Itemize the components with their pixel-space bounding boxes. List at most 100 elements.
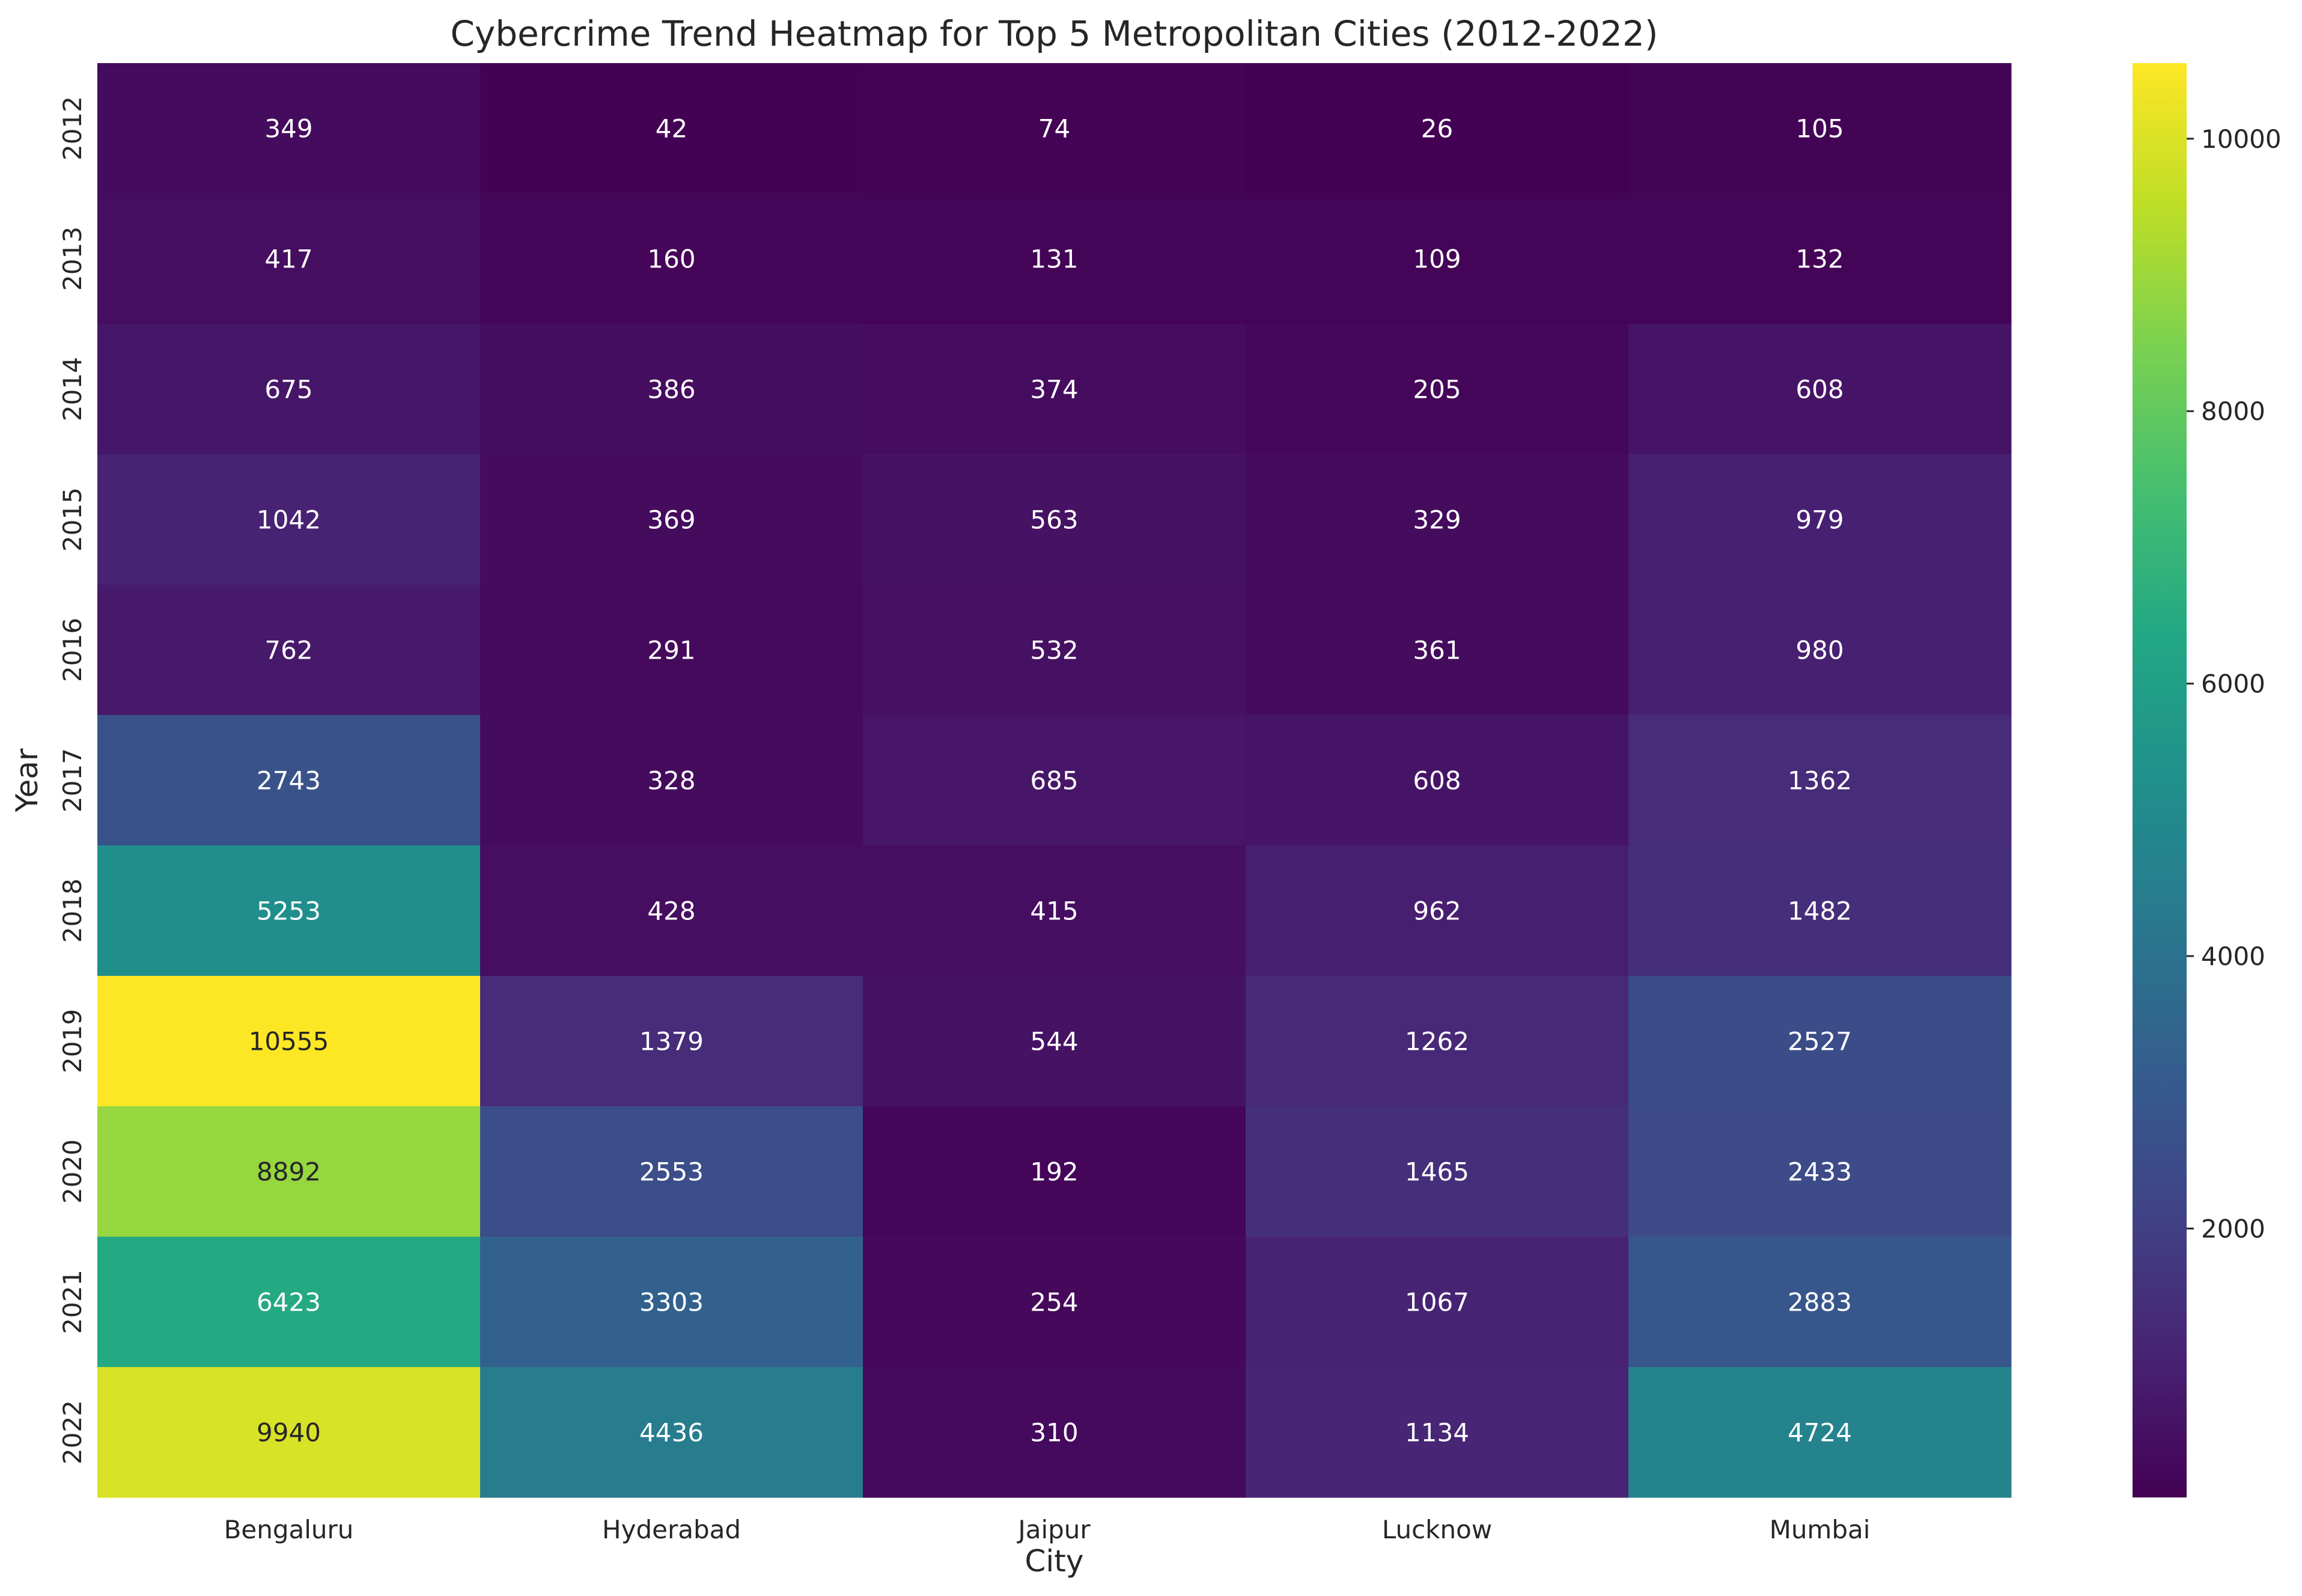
- cell-value-label: 42: [656, 114, 687, 144]
- cell-value-label: 109: [1413, 245, 1461, 274]
- cell-value-label: 762: [264, 636, 312, 665]
- heatmap-cell: [480, 976, 863, 1107]
- heatmap-cell: [1246, 324, 1629, 455]
- heatmap-cell: [480, 454, 863, 585]
- heatmap-cell: [97, 63, 481, 194]
- cell-value-label: 980: [1795, 636, 1844, 665]
- heatmap-cell: [1246, 845, 1629, 976]
- heatmap-cell: [1628, 454, 2012, 585]
- cell-value-label: 675: [264, 375, 312, 404]
- cell-value-label: 8892: [257, 1157, 321, 1187]
- colorbar-tick-label: 2000: [2201, 1214, 2265, 1243]
- x-axis-label: City: [1025, 1544, 1084, 1579]
- cell-value-label: 1482: [1788, 897, 1852, 926]
- y-tick-label: 2017: [58, 748, 87, 812]
- y-tick-label: 2013: [58, 227, 87, 291]
- heatmap-cell: [97, 715, 481, 846]
- cell-value-label: 329: [1413, 505, 1461, 535]
- heatmap-cell: [1628, 193, 2012, 324]
- cell-value-label: 415: [1030, 897, 1078, 926]
- cell-value-label: 192: [1030, 1157, 1078, 1187]
- cell-value-label: 310: [1030, 1418, 1078, 1448]
- cell-value-label: 1362: [1788, 766, 1852, 796]
- heatmap-cell: [97, 1237, 481, 1368]
- cell-value-label: 9940: [257, 1418, 321, 1448]
- y-tick-label: 2021: [58, 1270, 87, 1334]
- colorbar-tick-label: 4000: [2201, 942, 2265, 971]
- chart-title: Cybercrime Trend Heatmap for Top 5 Metro…: [451, 13, 1658, 54]
- colorbar-gradient: [2133, 63, 2187, 1497]
- heatmap-cell: [97, 324, 481, 455]
- cell-value-label: 369: [647, 505, 695, 535]
- heatmap-cell: [480, 585, 863, 716]
- y-tick-label: 2012: [58, 96, 87, 160]
- cell-value-label: 563: [1030, 505, 1078, 535]
- cell-value-label: 2883: [1788, 1288, 1852, 1317]
- x-tick-label: Bengaluru: [224, 1515, 354, 1544]
- y-tick-label: 2018: [58, 879, 87, 943]
- heatmap-cell: [863, 63, 1246, 194]
- heatmap-cell: [480, 193, 863, 324]
- heatmap-cell: [97, 585, 481, 716]
- heatmap-cell: [863, 324, 1246, 455]
- heatmap-cell: [97, 976, 481, 1107]
- heatmap-cell: [1628, 324, 2012, 455]
- cell-value-label: 26: [1421, 114, 1453, 144]
- heatmap-cell: [1628, 1237, 2012, 1368]
- heatmap-cell: [1628, 715, 2012, 846]
- y-tick-label: 2019: [58, 1009, 87, 1073]
- cell-value-label: 1262: [1405, 1027, 1469, 1056]
- heatmap-cell: [1246, 1106, 1629, 1237]
- heatmap-cell: [1246, 454, 1629, 585]
- cell-value-label: 374: [1030, 375, 1078, 404]
- colorbar-tick-label: 6000: [2201, 669, 2265, 699]
- cell-value-label: 1134: [1405, 1418, 1469, 1448]
- cell-value-label: 6423: [257, 1288, 321, 1317]
- cell-value-label: 328: [647, 766, 695, 796]
- heatmap-cell: [1628, 1367, 2012, 1498]
- heatmap-cells: 349 42 74 26 105 417 160 131 109 132 675 386 374 205 6…: [97, 63, 2012, 1498]
- cell-value-label: 160: [647, 245, 695, 274]
- cell-value-label: 4724: [1788, 1418, 1852, 1448]
- heatmap-cell: [1246, 193, 1629, 324]
- heatmap-cell: [863, 845, 1246, 976]
- colorbar: 2000 4000 6000 8000 10000: [2133, 63, 2282, 1497]
- cell-value-label: 205: [1413, 375, 1461, 404]
- cell-value-label: 1067: [1405, 1288, 1469, 1317]
- heatmap-cell: [480, 845, 863, 976]
- x-axis-ticks: Bengaluru Hyderabad Jaipur Lucknow Mumbai: [224, 1515, 1871, 1544]
- cell-value-label: 428: [647, 897, 695, 926]
- y-axis-ticks: 2012 2013 2014 2015 2016 2017 2018 2019 2020 2021…: [58, 96, 87, 1464]
- heatmap-cell: [1628, 1106, 2012, 1237]
- cell-value-label: 1379: [639, 1027, 704, 1056]
- x-tick-label: Mumbai: [1770, 1515, 1871, 1544]
- cell-value-label: 74: [1038, 114, 1070, 144]
- cell-value-label: 1042: [257, 505, 321, 535]
- heatmap-cell: [97, 1106, 481, 1237]
- y-tick-label: 2020: [58, 1139, 87, 1204]
- cell-value-label: 979: [1795, 505, 1844, 535]
- heatmap-cell: [1246, 976, 1629, 1107]
- heatmap-cell: [863, 1367, 1246, 1498]
- y-axis-label: Year: [10, 748, 44, 812]
- heatmap-cell: [480, 63, 863, 194]
- cell-value-label: 254: [1030, 1288, 1078, 1317]
- cell-value-label: 10555: [249, 1027, 329, 1056]
- heatmap-cell: [97, 193, 481, 324]
- heatmap-cell: [863, 976, 1246, 1107]
- colorbar-tick-label: 8000: [2201, 397, 2265, 426]
- cell-value-label: 132: [1795, 245, 1844, 274]
- heatmap-cell: [1628, 845, 2012, 976]
- heatmap-cell: [1628, 585, 2012, 716]
- cell-value-label: 417: [264, 245, 312, 274]
- heatmap-cell: [97, 845, 481, 976]
- cell-value-label: 608: [1413, 766, 1461, 796]
- cell-value-label: 105: [1795, 114, 1844, 144]
- heatmap-cell: [863, 585, 1246, 716]
- heatmap-cell: [863, 1106, 1246, 1237]
- cell-value-label: 3303: [639, 1288, 704, 1317]
- heatmap-cell: [1246, 1367, 1629, 1498]
- y-tick-label: 2022: [58, 1400, 87, 1464]
- cell-value-label: 291: [647, 636, 695, 665]
